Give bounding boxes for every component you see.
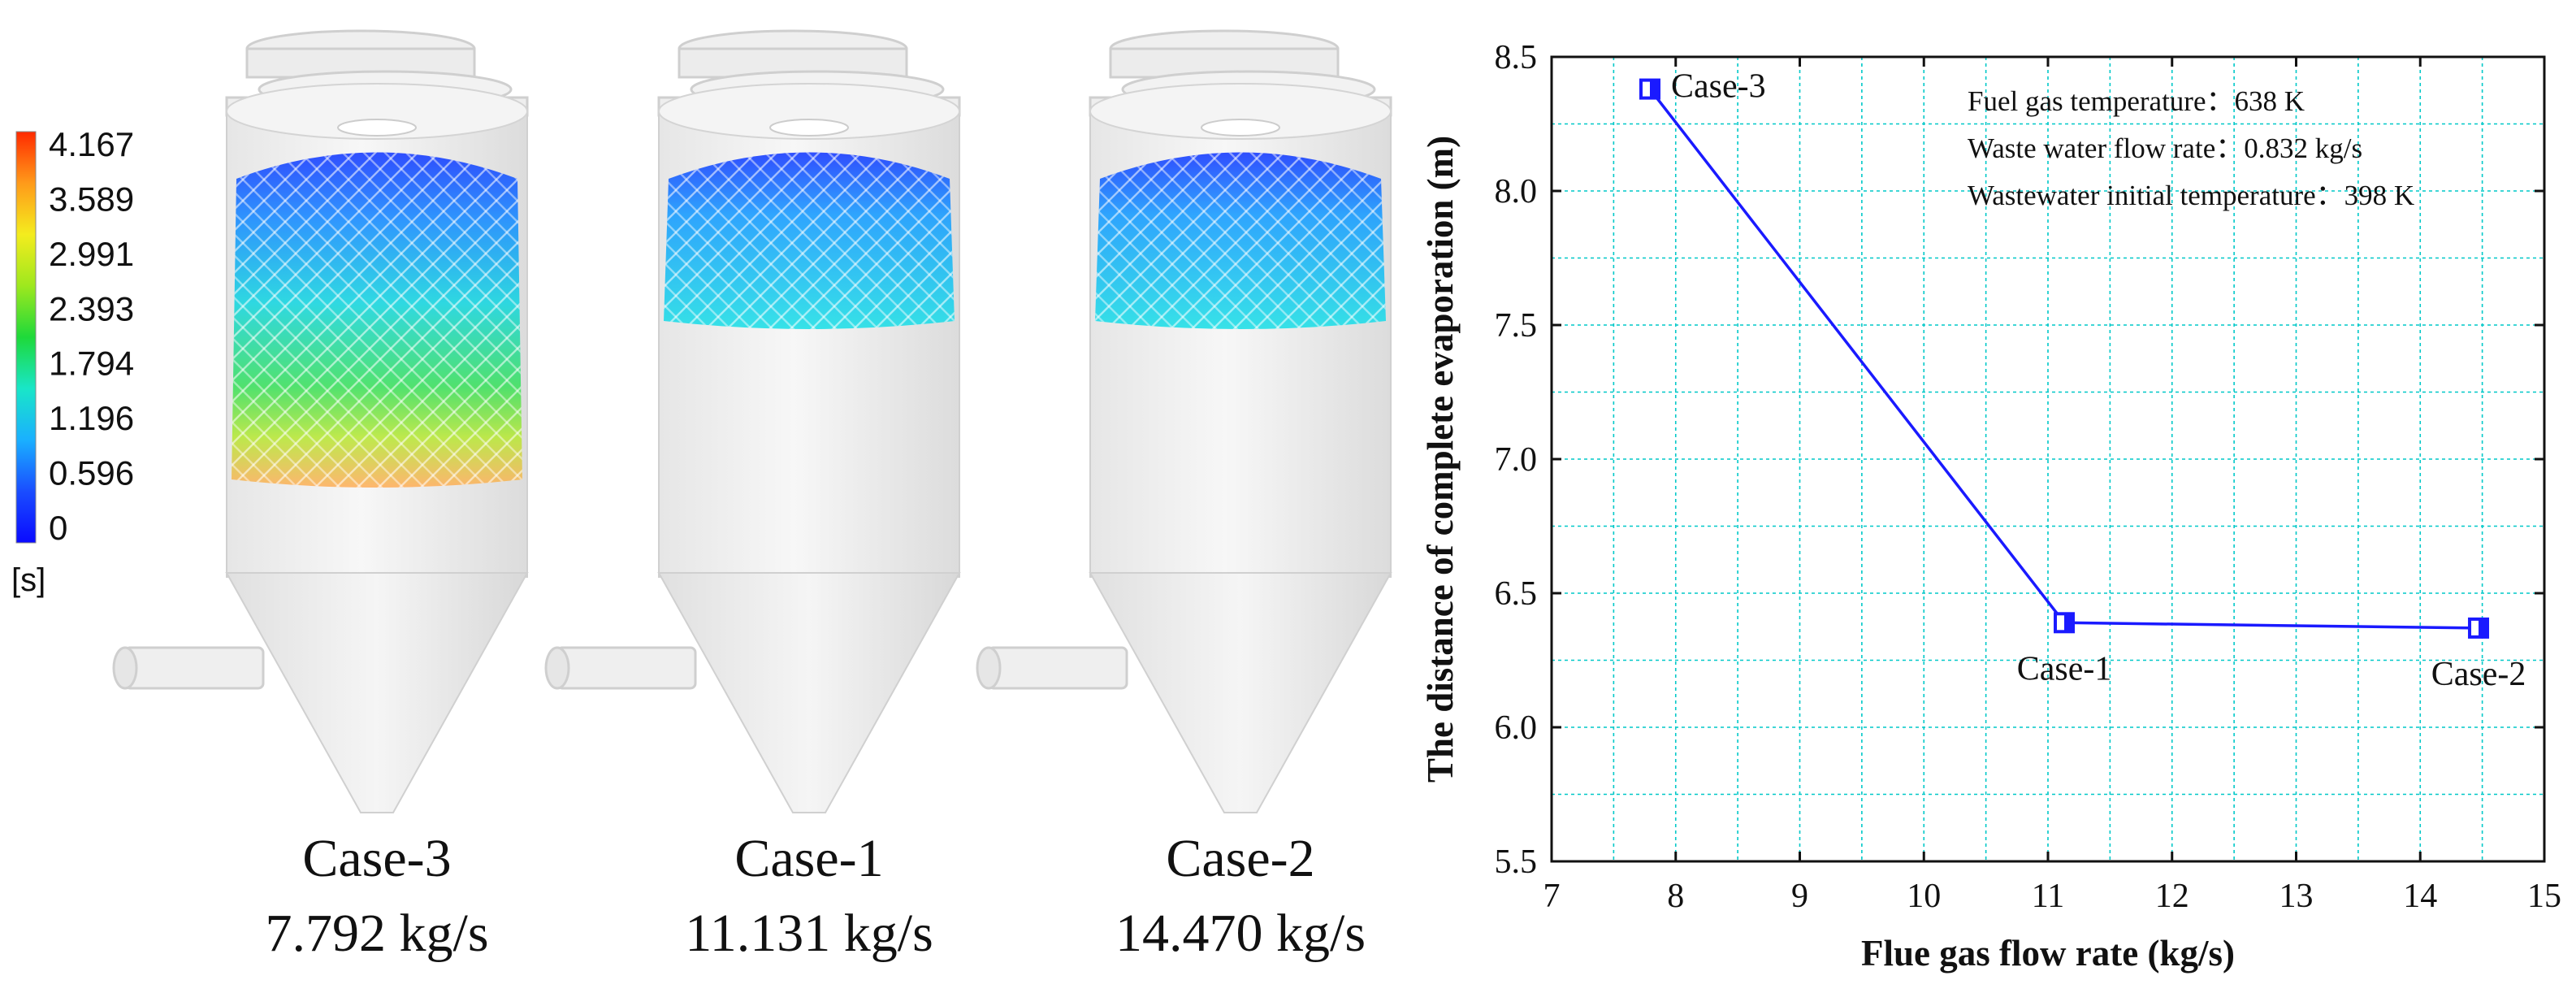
tower-case-2: Case-2 14.470 kg/s — [976, 29, 1392, 963]
y-tick-label: 7.5 — [1495, 307, 1538, 345]
tower-case-label: Case-1 — [734, 829, 883, 888]
y-tick-label: 7.0 — [1495, 441, 1538, 479]
x-tick-label: 8 — [1667, 878, 1684, 915]
tower-flow-label: 7.792 kg/s — [265, 904, 488, 963]
data-point-label: Case-2 — [2431, 656, 2526, 693]
x-tick-label: 14 — [2403, 878, 2437, 915]
x-tick-label: 7 — [1543, 878, 1561, 915]
data-point — [2468, 617, 2490, 639]
y-tick-label: 8.0 — [1495, 173, 1538, 210]
x-axis-label: Flue gas flow rate (kg/s) — [1861, 933, 2235, 973]
tower-flow-label: 14.470 kg/s — [1115, 904, 1366, 963]
colorbar-tick-label: 0 — [49, 509, 67, 547]
tower-flow-label: 11.131 kg/s — [685, 904, 933, 963]
data-point — [2054, 612, 2076, 634]
condition-annotation: Wastewater initial temperature：398 K — [1968, 180, 2414, 211]
colorbar-tick-label: 4.167 — [49, 125, 134, 163]
condition-annotation: Fuel gas temperature：638 K — [1968, 85, 2305, 117]
x-tick-label: 11 — [2032, 878, 2064, 915]
y-tick-label: 6.5 — [1495, 575, 1538, 613]
colorbar-unit: [s] — [11, 562, 45, 598]
data-point-label: Case-1 — [2017, 650, 2112, 687]
colorbar-gradient — [15, 131, 37, 544]
x-tick-label: 9 — [1791, 878, 1808, 915]
y-tick-label: 8.5 — [1495, 39, 1538, 76]
annotations: Fuel gas temperature：638 K Waste water fl… — [1968, 85, 2414, 211]
y-tick-labels: 5.5 6.0 6.5 7.0 7.5 8.0 8.5 — [1495, 39, 1538, 881]
tower-case-1: Case-1 11.131 kg/s — [544, 29, 961, 963]
condition-annotation: Waste water flow rate：0.832 kg/s — [1968, 132, 2362, 164]
colorbar-tick-label: 2.393 — [49, 289, 134, 327]
y-tick-label: 5.5 — [1495, 843, 1538, 881]
colorbar: 4.167 3.589 2.991 2.393 1.794 1.196 0.596 0 [s] — [11, 125, 134, 598]
x-tick-label: 10 — [1907, 878, 1941, 915]
x-tick-labels: 7 8 9 10 11 12 13 14 15 — [1543, 878, 2562, 915]
y-tick-label: 6.0 — [1495, 709, 1538, 747]
series: Case-3 Case-1 Case-2 — [1639, 68, 2526, 693]
tower-case-3: Case-3 7.792 kg/s — [112, 29, 529, 963]
colorbar-tick-label: 1.196 — [49, 399, 134, 437]
colorbar-tick-label: 2.991 — [49, 235, 134, 273]
x-tick-label: 15 — [2527, 878, 2561, 915]
colorbar-tick-label: 0.596 — [49, 454, 134, 492]
colorbar-tick-label: 1.794 — [49, 345, 134, 383]
x-tick-label: 13 — [2279, 878, 2314, 915]
tower-case-label: Case-2 — [1166, 829, 1314, 888]
data-point — [1639, 78, 1660, 100]
data-point-label: Case-3 — [1671, 68, 1766, 106]
colorbar-tick-label: 3.589 — [49, 180, 134, 218]
evaporation-distance-chart: 7 8 9 10 11 12 13 14 15 5.5 6.0 6.5 7.0 7.5 8.0 8.5 Ca… — [1420, 39, 2561, 973]
tower-panels: Case-3 7.792 kg/s Case-1 11.131 kg/s Case-2 1… — [112, 29, 1392, 963]
tower-case-label: Case-3 — [302, 829, 451, 888]
x-tick-label: 12 — [2155, 878, 2189, 915]
grid — [1551, 56, 2545, 862]
y-axis-label: The distance of complete evaporation (m) — [1420, 136, 1461, 783]
